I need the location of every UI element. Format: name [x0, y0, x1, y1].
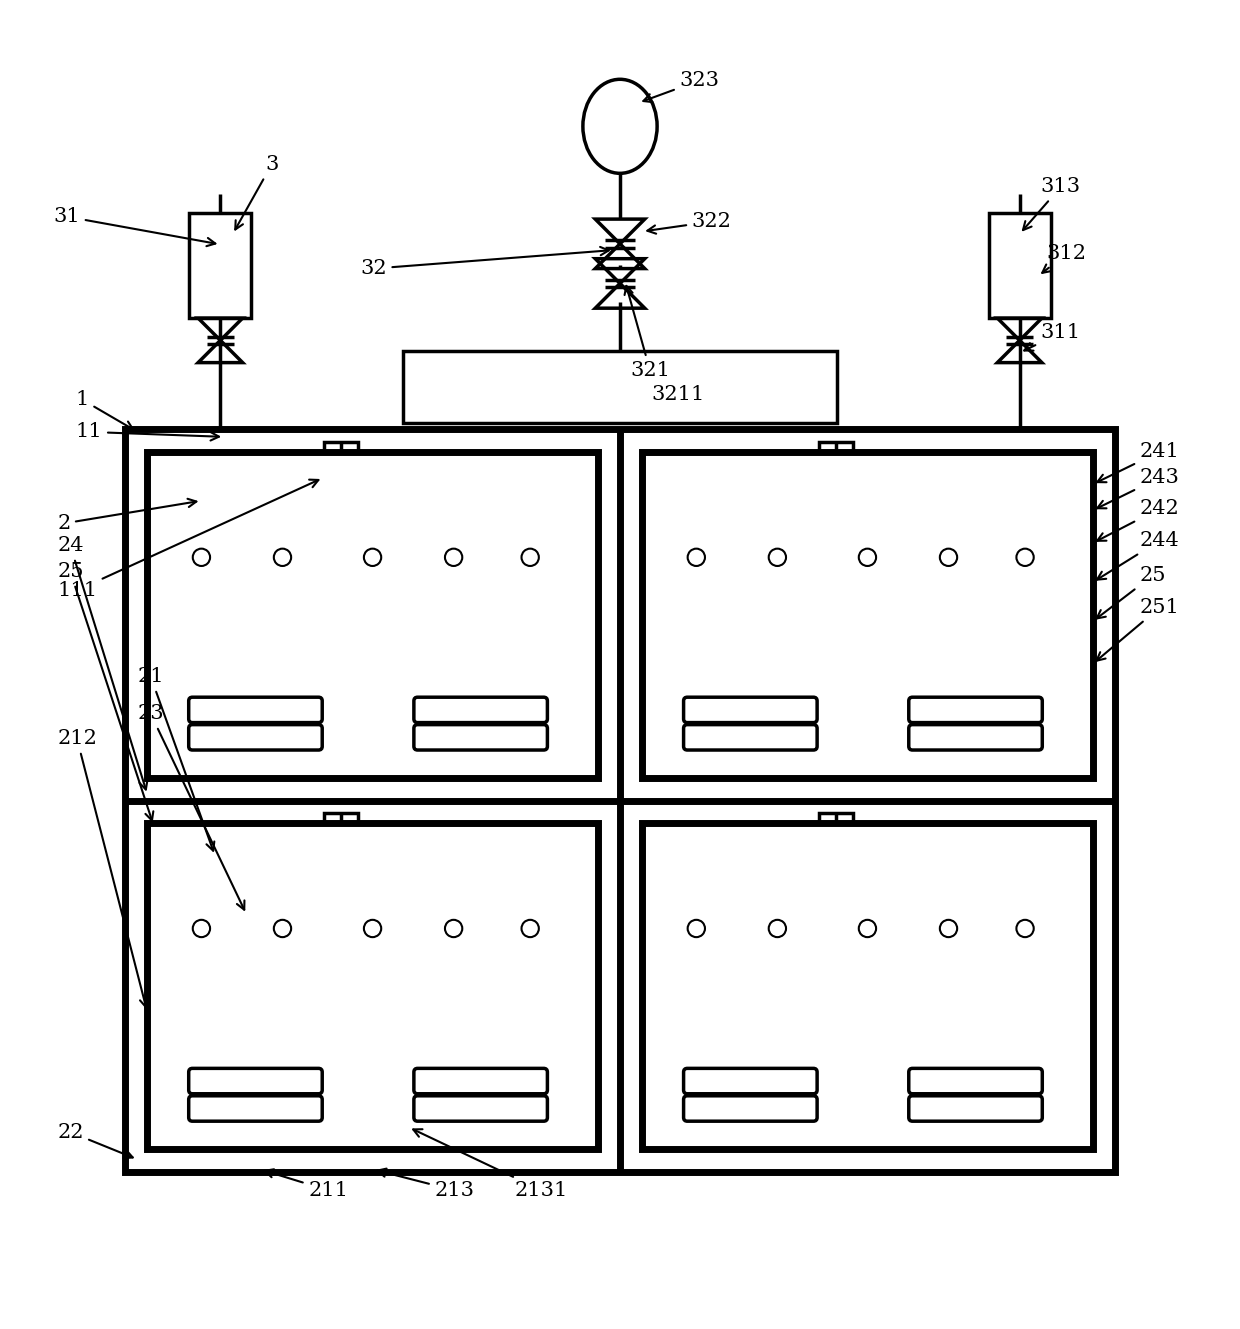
Bar	[799, 948, 873, 965]
Bar	[818, 443, 853, 469]
Text: 111: 111	[57, 480, 319, 599]
Bar	[820, 961, 853, 985]
FancyBboxPatch shape	[188, 698, 322, 723]
FancyBboxPatch shape	[909, 1069, 1043, 1094]
Text: 312: 312	[1042, 245, 1086, 272]
Bar	[174, 643, 218, 675]
Bar	[951, 1014, 996, 1047]
Bar	[315, 1014, 360, 1047]
Bar	[810, 1014, 854, 1047]
Bar	[324, 443, 358, 469]
Bar	[456, 1014, 501, 1047]
Text: 25: 25	[57, 562, 154, 820]
Bar	[684, 925, 709, 937]
Bar	[190, 213, 252, 318]
Text: 3: 3	[236, 155, 278, 230]
Bar	[1022, 643, 1066, 675]
Text: 323: 323	[644, 70, 719, 102]
FancyBboxPatch shape	[414, 1096, 547, 1122]
Text: 31: 31	[53, 207, 216, 246]
Text: 24: 24	[57, 536, 148, 789]
Bar	[988, 213, 1050, 318]
Text: 322: 322	[647, 213, 732, 234]
Text: 21: 21	[138, 667, 215, 851]
Text: 25: 25	[1096, 566, 1166, 618]
Bar	[668, 643, 713, 675]
Bar	[799, 575, 873, 593]
Bar	[325, 961, 357, 985]
Text: 313: 313	[1023, 178, 1081, 230]
Bar	[527, 1014, 572, 1047]
Bar	[642, 680, 652, 692]
FancyBboxPatch shape	[414, 1069, 547, 1094]
Bar	[324, 813, 358, 841]
FancyBboxPatch shape	[909, 724, 1043, 750]
FancyBboxPatch shape	[188, 1069, 322, 1094]
Bar	[386, 643, 430, 675]
Bar	[148, 680, 157, 692]
Bar	[951, 643, 996, 675]
Text: 244: 244	[1097, 532, 1179, 579]
Bar	[818, 813, 853, 841]
Bar	[315, 643, 360, 675]
Text: 321: 321	[625, 286, 670, 380]
FancyBboxPatch shape	[909, 698, 1043, 723]
Text: 211: 211	[265, 1170, 348, 1200]
Bar	[880, 1014, 925, 1047]
Bar	[148, 823, 598, 1150]
FancyBboxPatch shape	[188, 724, 322, 750]
Text: 243: 243	[1097, 468, 1179, 508]
Bar	[386, 1014, 430, 1047]
Text: 242: 242	[1097, 500, 1179, 541]
Bar	[148, 1051, 157, 1065]
Bar	[325, 590, 357, 614]
Bar	[188, 925, 213, 937]
Text: 213: 213	[377, 1168, 475, 1200]
Bar	[668, 1014, 713, 1047]
Text: 2131: 2131	[413, 1130, 568, 1200]
Bar	[174, 1014, 218, 1047]
Text: 11: 11	[76, 423, 219, 441]
Bar	[188, 554, 213, 566]
Bar	[456, 643, 501, 675]
FancyBboxPatch shape	[683, 1096, 817, 1122]
Bar	[642, 1051, 652, 1065]
Bar	[304, 575, 378, 593]
Bar	[880, 643, 925, 675]
Text: 212: 212	[57, 730, 148, 1007]
Bar	[125, 429, 1115, 1172]
Text: 32: 32	[360, 247, 609, 278]
Bar	[148, 452, 598, 779]
Text: 1: 1	[76, 391, 133, 429]
FancyBboxPatch shape	[683, 724, 817, 750]
Bar	[244, 643, 289, 675]
Bar	[527, 643, 572, 675]
Bar	[642, 452, 1092, 779]
FancyBboxPatch shape	[414, 698, 547, 723]
Text: 251: 251	[1096, 598, 1179, 661]
FancyBboxPatch shape	[909, 1096, 1043, 1122]
Text: 23: 23	[138, 704, 244, 910]
FancyBboxPatch shape	[683, 698, 817, 723]
FancyBboxPatch shape	[188, 1096, 322, 1122]
Bar	[739, 643, 784, 675]
Bar	[739, 1014, 784, 1047]
Bar	[304, 948, 378, 965]
Text: 311: 311	[1024, 323, 1081, 351]
Bar	[684, 554, 709, 566]
Text: 3211: 3211	[651, 385, 704, 404]
Text: 22: 22	[57, 1123, 133, 1158]
Bar	[820, 590, 853, 614]
FancyBboxPatch shape	[683, 1069, 817, 1094]
Bar	[403, 351, 837, 423]
Text: 2: 2	[57, 498, 196, 533]
Text: 241: 241	[1097, 443, 1179, 482]
Bar	[810, 643, 854, 675]
Bar	[1022, 1014, 1066, 1047]
Bar	[244, 1014, 289, 1047]
FancyBboxPatch shape	[414, 724, 547, 750]
Bar	[642, 823, 1092, 1150]
